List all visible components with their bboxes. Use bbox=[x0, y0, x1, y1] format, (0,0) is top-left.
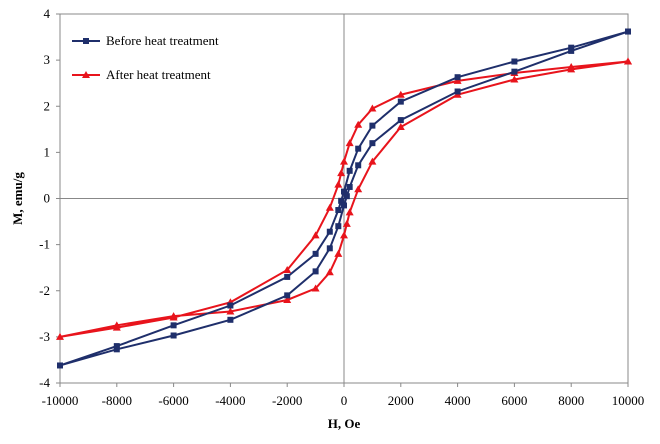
data-point bbox=[511, 68, 518, 75]
data-point bbox=[625, 28, 631, 35]
data-point bbox=[341, 202, 347, 209]
data-point bbox=[340, 231, 348, 239]
data-point bbox=[397, 98, 404, 105]
data-point bbox=[396, 123, 405, 131]
legend-label-before: Before heat treatment bbox=[106, 33, 219, 48]
data-point bbox=[511, 58, 518, 65]
legend: Before heat treatment After heat treatme… bbox=[72, 33, 219, 82]
y-tick-label: -2 bbox=[39, 283, 50, 298]
y-tick-label: 1 bbox=[44, 144, 51, 159]
data-point bbox=[510, 75, 519, 83]
x-tick-label: -6000 bbox=[158, 393, 188, 408]
x-tick-label: -8000 bbox=[102, 393, 132, 408]
data-point bbox=[335, 223, 342, 230]
data-point bbox=[325, 268, 334, 276]
data-point bbox=[312, 268, 319, 275]
y-tick-label: -4 bbox=[39, 375, 50, 390]
data-point bbox=[345, 139, 354, 147]
data-point bbox=[454, 88, 461, 95]
legend-marker-after bbox=[82, 71, 90, 78]
data-point bbox=[113, 346, 120, 353]
data-point bbox=[227, 316, 234, 323]
data-point bbox=[354, 120, 363, 128]
y-axis-title: M, emu/g bbox=[10, 172, 25, 225]
legend-label-after: After heat treatment bbox=[106, 67, 211, 82]
data-point bbox=[568, 44, 575, 51]
data-point bbox=[326, 228, 333, 235]
data-point bbox=[284, 292, 291, 299]
data-point bbox=[338, 197, 345, 204]
data-point bbox=[325, 203, 334, 211]
data-point bbox=[226, 307, 235, 315]
x-tick-label: -2000 bbox=[272, 393, 302, 408]
data-point bbox=[57, 362, 63, 369]
x-tick-label: -10000 bbox=[42, 393, 79, 408]
legend-item-before: Before heat treatment bbox=[72, 33, 219, 48]
legend-marker-before bbox=[83, 38, 89, 44]
x-tick-label: -4000 bbox=[215, 393, 245, 408]
x-tick-label: 2000 bbox=[388, 393, 414, 408]
data-point bbox=[337, 169, 346, 177]
data-point bbox=[453, 76, 462, 84]
legend-item-after: After heat treatment bbox=[72, 67, 211, 82]
y-tick-label: -3 bbox=[39, 329, 50, 344]
data-point bbox=[343, 193, 350, 200]
data-point bbox=[56, 332, 64, 340]
x-tick-label: 4000 bbox=[445, 393, 471, 408]
data-point bbox=[346, 183, 353, 190]
data-point bbox=[346, 167, 353, 174]
data-point bbox=[312, 250, 319, 257]
y-tick-label: 2 bbox=[44, 98, 51, 113]
data-point bbox=[454, 74, 461, 81]
data-point bbox=[283, 295, 292, 303]
data-point bbox=[397, 117, 404, 124]
data-point bbox=[624, 57, 632, 65]
data-point bbox=[342, 219, 351, 227]
data-point bbox=[345, 208, 354, 216]
data-point bbox=[368, 104, 377, 112]
data-point bbox=[170, 332, 177, 339]
y-tick-label: 0 bbox=[44, 191, 51, 206]
data-point bbox=[283, 265, 292, 273]
data-point bbox=[368, 157, 377, 165]
data-point bbox=[355, 145, 362, 152]
data-point bbox=[284, 273, 291, 280]
data-point bbox=[340, 157, 348, 165]
y-tick-label: -1 bbox=[39, 237, 50, 252]
data-point bbox=[355, 162, 362, 169]
x-tick-label: 0 bbox=[341, 393, 348, 408]
data-point bbox=[341, 188, 347, 195]
data-point bbox=[334, 180, 343, 188]
x-tick-label: 8000 bbox=[558, 393, 584, 408]
data-point bbox=[311, 231, 320, 239]
data-point bbox=[113, 343, 120, 350]
data-point bbox=[369, 140, 376, 147]
x-tick-label: 6000 bbox=[501, 393, 527, 408]
data-point bbox=[311, 284, 320, 292]
data-point bbox=[335, 207, 342, 214]
data-point bbox=[326, 245, 333, 252]
data-point bbox=[369, 122, 376, 129]
series-0 bbox=[57, 28, 631, 369]
data-point bbox=[334, 249, 343, 257]
y-tick-label: 4 bbox=[44, 6, 51, 21]
y-tick-label: 3 bbox=[44, 52, 51, 67]
data-point bbox=[112, 321, 121, 329]
x-axis-title: H, Oe bbox=[328, 416, 361, 431]
data-point bbox=[170, 322, 177, 329]
data-point bbox=[568, 47, 575, 54]
data-point bbox=[227, 302, 234, 309]
data-point bbox=[567, 65, 576, 73]
data-point bbox=[396, 90, 405, 98]
x-tick-label: 10000 bbox=[612, 393, 645, 408]
data-point bbox=[169, 312, 178, 320]
data-point bbox=[354, 185, 363, 193]
